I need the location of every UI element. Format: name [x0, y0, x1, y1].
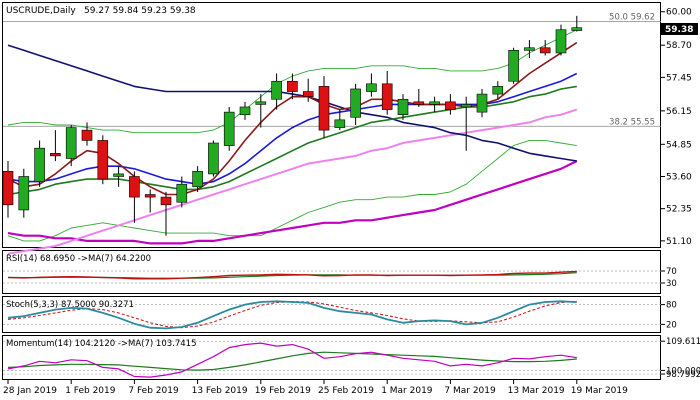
candle-body [113, 173, 124, 177]
time-tick-label: 7 Feb 2019 [128, 386, 179, 396]
candle-body [476, 93, 488, 113]
candle-body [445, 101, 456, 110]
momentum-tick-label: 109.6114 [666, 337, 700, 347]
time-tick-label: 19 Feb 2019 [255, 386, 311, 396]
stoch-panel-frame [2, 296, 661, 333]
ma-maroon-line [7, 41, 578, 196]
candle-body [524, 47, 535, 51]
price-tick-label: 60.00 [666, 8, 692, 18]
time-tick-label: 1 Mar 2019 [381, 386, 433, 396]
price-tick-label: 51.10 [666, 237, 692, 247]
candle-body [397, 98, 409, 116]
price-tick-label: 57.45 [666, 73, 692, 83]
bollinger-lower-line [7, 139, 577, 242]
candle-body [255, 101, 267, 105]
candle-body [334, 119, 346, 128]
rsi-tick-label: 70 [666, 267, 677, 277]
momentum-ma-line [7, 351, 577, 371]
stoch-tick-label: 80 [666, 301, 677, 311]
rsi-panel-frame [2, 250, 661, 294]
candle-body [508, 50, 519, 82]
fib-label: 50.0 59.62 [609, 13, 655, 23]
candle-body [271, 80, 282, 100]
candle-body [429, 101, 440, 105]
candle-body [413, 101, 425, 105]
ma-violet-line [7, 108, 578, 255]
price-tick-label: 53.60 [666, 172, 692, 182]
candle-body [539, 47, 551, 54]
momentum-tick-label: 100.0000 [666, 366, 700, 376]
price-tick-label: 56.15 [666, 107, 692, 117]
time-tick-label: 19 Mar 2019 [571, 386, 628, 396]
rsi-rsi-line [7, 270, 577, 280]
candle-body [176, 183, 188, 203]
time-tick-label: 13 Mar 2019 [508, 386, 565, 396]
fib-levels: 50.0 59.62 38.2 55.55 [3, 13, 661, 127]
candle-body [160, 196, 172, 206]
candle-body [208, 142, 219, 175]
stoch-tick-label: 20 [666, 320, 677, 330]
time-tick-label: 25 Feb 2019 [318, 386, 374, 396]
candle-body [192, 171, 203, 188]
price-tick-label: 52.35 [666, 205, 692, 215]
fib-label: 38.2 55.55 [609, 117, 655, 127]
candle-body [492, 86, 504, 95]
momentum-label: Momentum(14) 104.2120 ->MA(7) 103.7415 [6, 339, 196, 349]
time-tick-label: 7 Mar 2019 [444, 386, 496, 396]
momentum-momentum-line [7, 342, 577, 378]
candle-body [287, 80, 298, 92]
stoch-k-line [7, 300, 577, 330]
last-price-box [661, 23, 698, 35]
price-tick-label: 54.85 [666, 140, 692, 150]
candle-body [555, 29, 567, 54]
time-axis: 28 Jan 2019 1 Feb 2019 7 Feb 2019 13 Feb 20… [3, 380, 628, 396]
candle-body [81, 129, 93, 141]
price-panel-frame [2, 2, 661, 248]
last-price-value: 59.38 [665, 25, 693, 35]
candles [2, 15, 583, 236]
ma-magenta-line [7, 160, 578, 245]
momentum-panel-frame [2, 335, 661, 380]
candle-body [318, 86, 330, 131]
candle-body [223, 111, 235, 146]
stoch-panel: 80 20 [3, 300, 677, 330]
candle-body [366, 83, 377, 92]
candle-body [144, 194, 156, 198]
time-tick-label: 1 Feb 2019 [65, 386, 116, 396]
rsi-label: RSI(14) 68.6950 ->MA(7) 64.2200 [6, 254, 151, 264]
candle-body [65, 127, 77, 159]
symbol-label: USCRUDE,Daily [6, 6, 76, 16]
stoch-label: Stoch(5,3,3) 87.5000 90.3271 [6, 300, 134, 310]
rsi-tick-label: 30 [666, 279, 677, 289]
price-axis: 60.00 58.70 57.45 56.15 54.85 53.60 52.35 51.10 [661, 8, 692, 247]
candle-body [129, 176, 140, 198]
candle-body [18, 176, 30, 211]
momentum-panel: 109.6114 100.000098.7992 [3, 337, 700, 380]
price-tick-label: 58.70 [666, 41, 692, 51]
candle-body [2, 171, 14, 206]
ohlc-label: 59.27 59.84 59.23 59.38 [84, 6, 196, 16]
candle-body [350, 88, 361, 118]
candle-body [239, 106, 251, 116]
time-tick-label: 13 Feb 2019 [192, 386, 248, 396]
candle-body [381, 83, 393, 110]
candle-body [460, 104, 472, 108]
candle-body [97, 140, 109, 180]
candle-body [302, 91, 314, 97]
candle-body [50, 153, 61, 157]
candle-body [34, 147, 45, 182]
panel-frames [2, 2, 661, 380]
candle-body [571, 27, 583, 31]
momentum-tick-label: 98.7992 [666, 370, 700, 380]
time-tick-label: 28 Jan 2019 [3, 386, 57, 396]
moving-averages [7, 29, 578, 255]
